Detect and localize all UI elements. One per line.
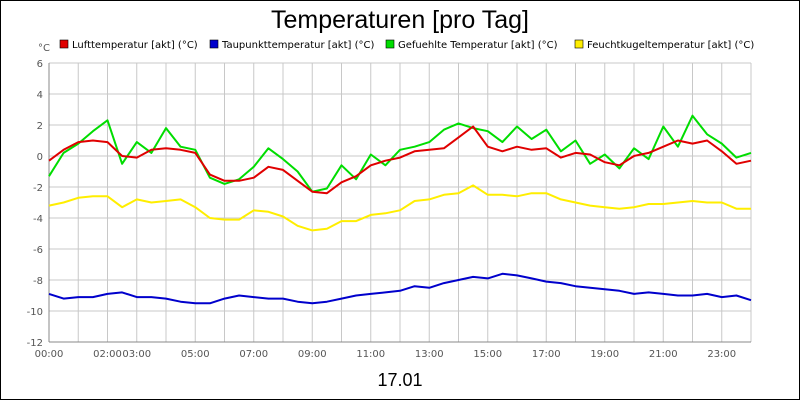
legend-label: Taupunkttemperatur [akt] (°C) [221, 40, 374, 51]
legend-swatch [574, 39, 584, 49]
y-tick-label: -10 [27, 307, 43, 318]
legend-swatch [59, 39, 69, 49]
x-tick-label: 07:00 [239, 349, 268, 360]
x-tick-label: 13:00 [415, 349, 444, 360]
y-tick-label: 0 [37, 152, 43, 163]
legend-swatch [385, 39, 395, 49]
x-tick-label: 11:00 [356, 349, 385, 360]
series-line [48, 272, 752, 305]
x-tick-label: 21:00 [649, 349, 678, 360]
y-tick-label: 4 [37, 90, 43, 101]
x-tick-label: 15:00 [473, 349, 502, 360]
x-tick-label: 23:00 [707, 349, 736, 360]
x-tick-label: 02:00 [93, 349, 122, 360]
y-tick-label: -12 [27, 338, 43, 349]
x-tick-label: 09:00 [298, 349, 327, 360]
legend-label: Lufttemperatur [akt] (°C) [72, 40, 198, 51]
y-tick-label: -4 [33, 214, 43, 225]
series-line [48, 125, 752, 195]
x-axis-date-label: 17.01 [377, 370, 422, 390]
legend-swatch [209, 39, 219, 49]
x-tick-label: 03:00 [122, 349, 151, 360]
y-tick-label: 2 [37, 121, 43, 132]
y-tick-label: -2 [33, 183, 43, 194]
legend-label: Gefuehlte Temperatur [akt] (°C) [398, 40, 558, 51]
legend: Lufttemperatur [akt] (°C) Taupunkttempera… [59, 39, 754, 51]
x-tick-label: 05:00 [181, 349, 210, 360]
x-tick-label: 00:00 [35, 349, 64, 360]
y-tick-label: 6 [37, 59, 43, 70]
y-axis-unit: °C [38, 43, 50, 54]
y-tick-label: -8 [33, 276, 43, 287]
chart-title: Temperaturen [pro Tag] [271, 6, 529, 34]
series-line [48, 114, 752, 193]
x-tick-label: 17:00 [532, 349, 561, 360]
legend-label: Feuchtkugeltemperatur [akt] (°C) [587, 40, 754, 51]
series-line [48, 184, 751, 232]
x-tick-label: 19:00 [590, 349, 619, 360]
y-tick-label: -6 [33, 245, 43, 256]
